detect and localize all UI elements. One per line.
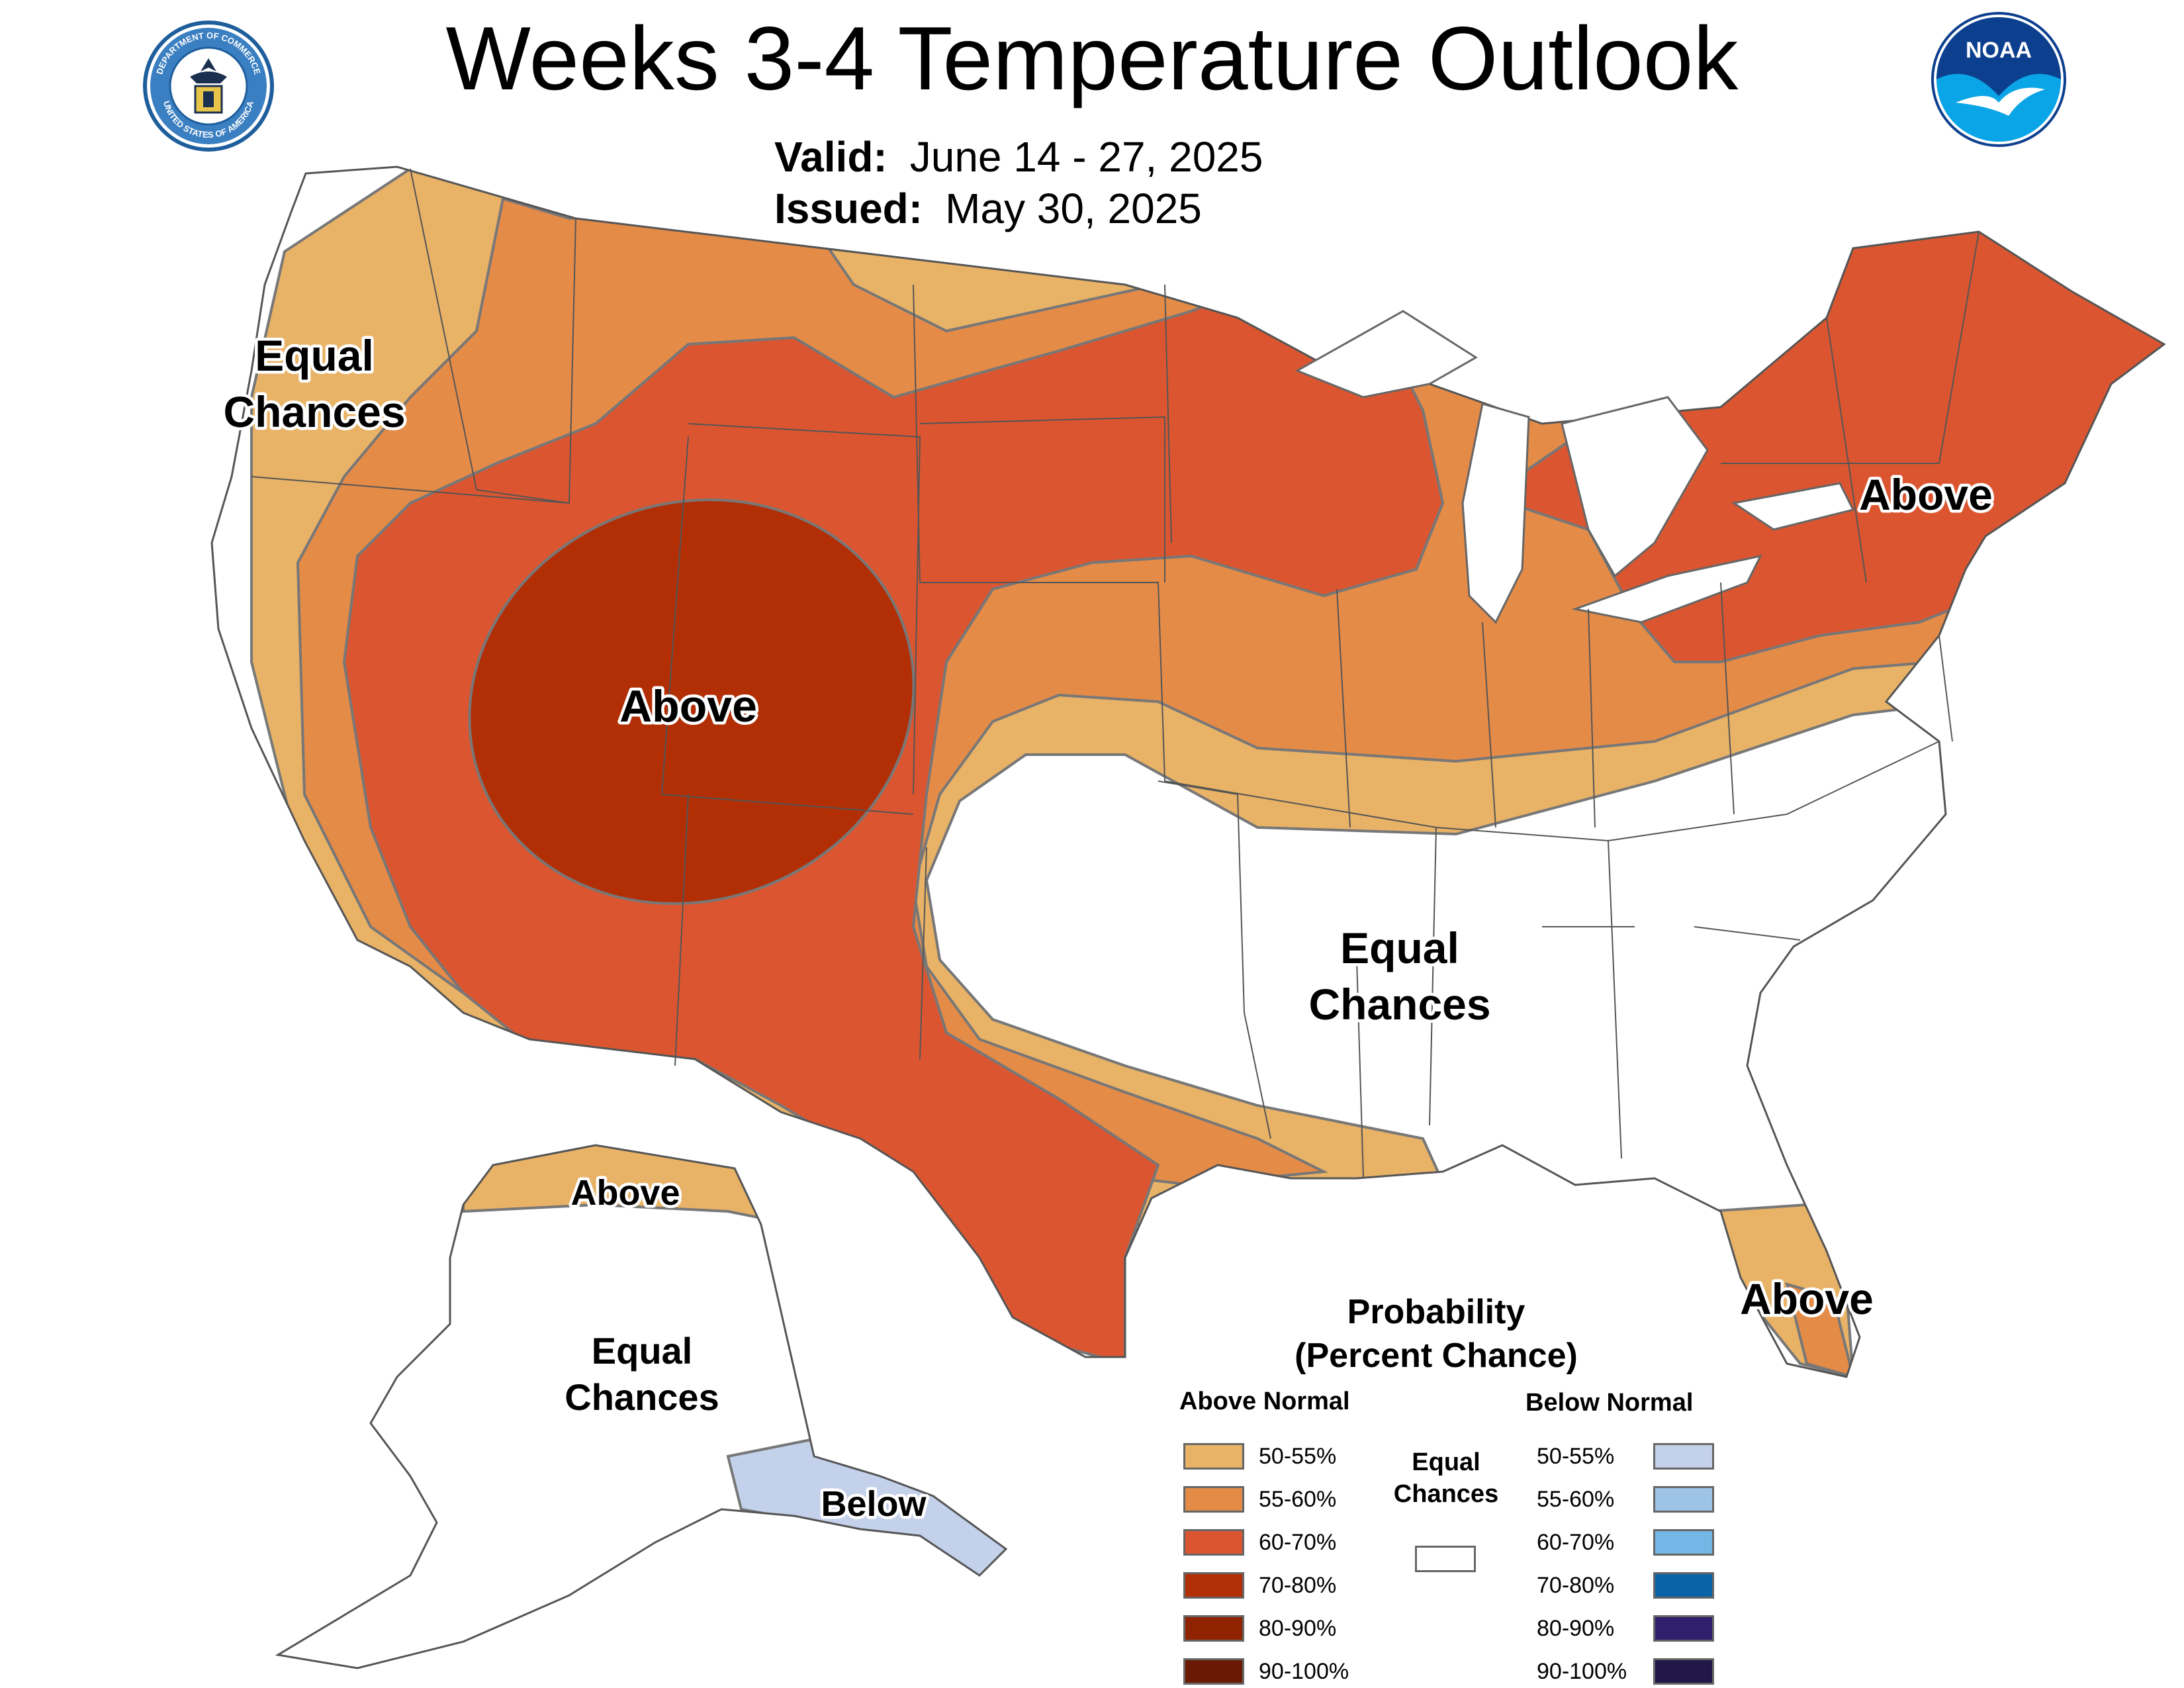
map-label-south-equal-line1: Equal [1340,923,1459,972]
valid-value: June 14 - 27, 2025 [909,133,1263,181]
legend-above-swatch [1183,1529,1244,1556]
legend-below-heading: Below Normal [1525,1389,1694,1417]
alaska-outline [275,1144,1008,1669]
issued-row: Issued: May 30, 2025 [774,184,1202,233]
map-label-south-equal-line2: Chances [1308,980,1490,1029]
legend-above-swatch [1183,1658,1244,1685]
legend-above-label: 60-70% [1259,1530,1337,1555]
legend-equal-label: Equal Chances [1377,1446,1516,1510]
legend-above-swatch [1183,1486,1244,1513]
legend-above-swatch [1183,1443,1244,1470]
legend-below-swatch [1653,1529,1714,1556]
page-title: Weeks 3-4 Temperature Outlook [445,8,1739,109]
legend-above-label: 80-90% [1259,1616,1337,1641]
map-label-west-equal-line1: Equal [255,331,374,380]
valid-label: Valid: [774,133,887,181]
legend-below-label: 60-70% [1537,1530,1615,1555]
legend-below-label: 50-55% [1537,1444,1615,1469]
legend-below-label: 90-100% [1537,1659,1627,1684]
great-lakes [1295,310,1855,624]
legend-below-swatch [1653,1615,1714,1642]
legend-below-label: 70-80% [1537,1573,1615,1598]
legend-above-swatch [1183,1572,1244,1599]
legend-below-label: 80-90% [1537,1616,1615,1641]
legend-equal-line2: Chances [1393,1480,1499,1508]
legend-above-swatch [1183,1615,1244,1642]
legend-equal-line1: Equal [1412,1448,1480,1476]
conus-outline [210,165,2166,1378]
map-label-alaska-north-above: Above [570,1173,680,1213]
legend-below-swatch [1653,1486,1714,1513]
legend-title-line2: (Percent Chance) [1295,1336,1578,1375]
state-boundaries [251,168,1979,1179]
map-label-alaska-equal-line2: Chances [565,1376,719,1418]
doc-seal-logo: DEPARTMENT OF COMMERCE UNITED STATES OF … [143,21,274,152]
map-label-west-equal-line2: Chances [223,387,405,436]
issued-label: Issued: [774,185,923,232]
region-above-70-80 [468,498,915,905]
legend-below-swatch [1653,1658,1714,1685]
region-above-55-60-florida [1785,1282,1855,1377]
legend-above-label: 50-55% [1259,1444,1337,1469]
legend-above-heading: Above Normal [1179,1387,1350,1415]
legend-equal-swatch [1415,1546,1476,1572]
legend-above-label: 90-100% [1259,1659,1349,1684]
map-label-alaska-equal-line1: Equal [592,1330,692,1372]
legend-above-label: 55-60% [1259,1487,1337,1512]
legend-below-swatch [1653,1443,1714,1470]
noaa-logo-text: NOAA [1966,38,2032,63]
legend-title-line1: Probability [1347,1293,1525,1331]
legend-below-swatch [1653,1572,1714,1599]
legend-below-label: 55-60% [1537,1487,1615,1512]
map-label-alaska-below: Below [821,1484,927,1524]
map-label-west-above: Above [619,681,757,731]
valid-row: Valid: June 14 - 27, 2025 [774,132,1263,181]
noaa-logo: NOAA [1931,12,2066,147]
map-label-florida-above: Above [1740,1274,1874,1323]
issued-value: May 30, 2025 [945,185,1202,232]
legend-above-label: 70-80% [1259,1573,1337,1598]
map-label-northeast-above: Above [1859,470,1993,519]
